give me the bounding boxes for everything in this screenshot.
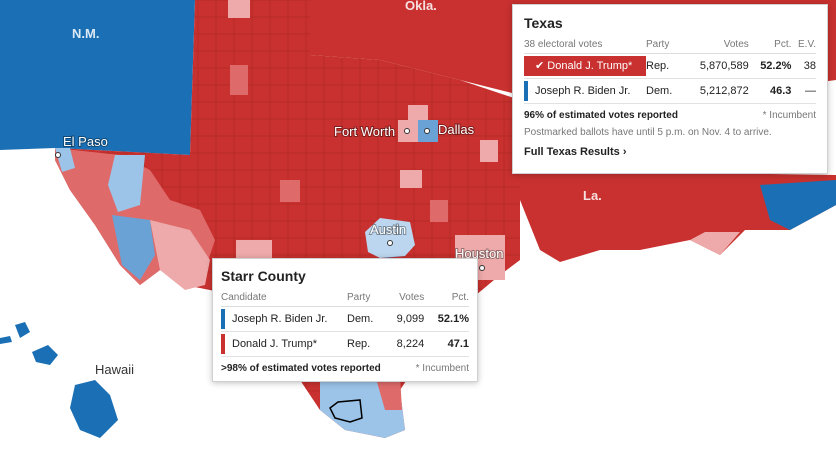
ev-cell: 38 [791, 53, 816, 79]
reporting-status: 96% of estimated votes reported [524, 110, 678, 121]
table-row: Donald J. Trump* Rep. 8,224 47.1 [221, 331, 469, 357]
west-blue-county-2[interactable] [112, 215, 155, 280]
austin-marker [387, 240, 393, 246]
incumbent-note: * Incumbent [762, 110, 816, 121]
pct-cell: 47.1 [424, 331, 469, 357]
incumbent-note: * Incumbent [415, 363, 469, 374]
table-row: Joseph R. Biden Jr. Dem. 5,212,872 46.3 … [524, 78, 816, 104]
col-header-votes: Votes [384, 292, 425, 307]
south-texas-red-county[interactable] [375, 375, 402, 410]
city-label-fort-worth: Fort Worth [334, 124, 395, 139]
hawaii-big-island[interactable] [70, 380, 118, 438]
candidate-name-winner: ✔ Donald J. Trump* [524, 56, 646, 76]
col-header-votes: Votes [681, 39, 749, 54]
louisiana-blue-parish[interactable] [760, 180, 836, 230]
ev-cell: — [791, 78, 816, 104]
table-row: ✔ Donald J. Trump* Rep. 5,870,589 52.2% … [524, 53, 816, 79]
col-header-pct: Pct. [748, 39, 792, 54]
tooltip-title: Starr County [221, 268, 306, 284]
city-label-austin: Austin [370, 222, 406, 237]
ballot-deadline-note: Postmarked ballots have until 5 p.m. on … [524, 127, 772, 138]
hawaii-molokai[interactable] [0, 336, 12, 344]
county-results-tooltip: Starr County Candidate Party Votes Pct. … [212, 258, 478, 382]
hawaii-maui[interactable] [32, 345, 58, 365]
votes-cell: 9,099 [384, 306, 425, 332]
big-bend-county[interactable] [150, 220, 210, 290]
party-cell: Rep. [347, 331, 385, 357]
pct-cell: 52.1% [424, 306, 469, 332]
pct-cell: 52.2% [748, 53, 792, 79]
starr-county-outline[interactable] [329, 399, 363, 423]
city-label-dallas: Dallas [438, 122, 475, 137]
votes-cell: 5,870,589 [681, 53, 749, 79]
candidate-name: Joseph R. Biden Jr. [221, 309, 347, 329]
county-light[interactable] [430, 200, 448, 222]
county-light[interactable] [400, 170, 422, 188]
col-header-ev-count: 38 electoral votes [524, 39, 646, 54]
county-light[interactable] [408, 105, 428, 120]
county-light[interactable] [280, 180, 300, 202]
state-results-table: 38 electoral votes Party Votes Pct. E.V.… [524, 39, 816, 104]
city-label-el-paso: El Paso [63, 134, 108, 149]
winner-check-icon: ✔ [535, 60, 545, 72]
pct-cell: 46.3 [748, 78, 792, 104]
table-row: Joseph R. Biden Jr. Dem. 9,099 52.1% [221, 306, 469, 332]
candidate-name: Donald J. Trump* [221, 334, 347, 354]
louisiana-light-parish[interactable] [690, 232, 740, 255]
tooltip-title: Texas [524, 15, 563, 31]
fort-worth-marker [404, 128, 410, 134]
full-results-link[interactable]: Full Texas Results › [524, 146, 627, 158]
county-light[interactable] [480, 140, 498, 162]
el-paso-marker [55, 152, 61, 158]
hawaii-oahu[interactable] [15, 322, 30, 338]
county-results-table: Candidate Party Votes Pct. Joseph R. Bid… [221, 292, 469, 357]
austin-area-counties[interactable] [365, 218, 415, 258]
votes-cell: 5,212,872 [681, 78, 749, 104]
west-blue-county-1[interactable] [108, 155, 145, 212]
state-label-okla: Okla. [405, 0, 437, 13]
louisiana-state[interactable] [520, 170, 836, 262]
votes-cell: 8,224 [384, 331, 425, 357]
col-header-party: Party [646, 39, 682, 54]
state-label-hawaii: Hawaii [95, 362, 134, 377]
city-label-houston: Houston [455, 246, 503, 261]
col-header-candidate: Candidate [221, 292, 347, 307]
state-label-la: La. [583, 188, 602, 203]
texas-results-tooltip: Texas 38 electoral votes Party Votes Pct… [512, 4, 828, 174]
col-header-ev: E.V. [791, 39, 816, 54]
state-label-nm: N.M. [72, 26, 99, 41]
county-light[interactable] [236, 240, 272, 262]
new-mexico-state[interactable] [0, 0, 195, 155]
party-cell: Dem. [646, 78, 682, 104]
dallas-marker [424, 128, 430, 134]
party-cell: Dem. [347, 306, 385, 332]
reporting-status: >98% of estimated votes reported [221, 363, 381, 374]
party-cell: Rep. [646, 53, 682, 79]
col-header-party: Party [347, 292, 385, 307]
county-light[interactable] [228, 0, 250, 18]
houston-marker [479, 265, 485, 271]
county-light[interactable] [230, 65, 248, 95]
candidate-name: Joseph R. Biden Jr. [524, 81, 646, 101]
col-header-pct: Pct. [424, 292, 469, 307]
